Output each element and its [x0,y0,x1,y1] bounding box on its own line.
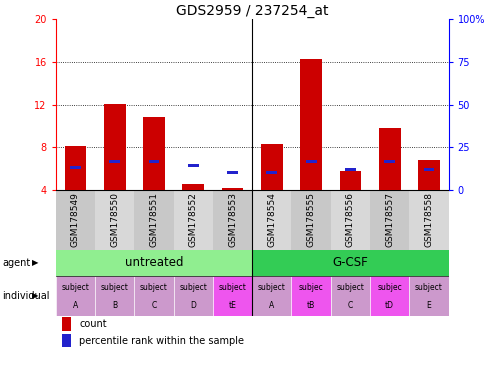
Bar [61,318,71,331]
Bar [291,190,330,250]
Text: GSM178557: GSM178557 [384,192,393,247]
Text: tB: tB [306,301,315,310]
Text: E: E [426,301,430,310]
Bar [408,276,448,316]
Text: GSM178556: GSM178556 [345,192,354,247]
Text: A: A [269,301,274,310]
Bar [95,276,134,316]
Bar [56,250,252,276]
Text: subject: subject [179,283,207,291]
Bar [305,161,316,163]
Bar [221,188,243,190]
Bar [61,334,71,347]
Bar [173,190,212,250]
Bar [212,190,252,250]
Bar [56,190,95,250]
Bar [423,168,434,171]
Text: tD: tD [384,301,393,310]
Text: subject: subject [218,283,246,291]
Text: subjec: subjec [377,283,401,291]
Bar [143,118,165,190]
Text: GSM178553: GSM178553 [227,192,237,247]
Text: agent: agent [2,258,30,268]
Text: GSM178558: GSM178558 [424,192,433,247]
Bar [104,104,125,190]
Bar [300,59,321,190]
Text: GSM178549: GSM178549 [71,192,80,247]
Bar [109,161,120,163]
Bar [369,190,408,250]
Bar [260,144,282,190]
Text: B: B [112,301,117,310]
Bar [383,161,394,163]
Text: C: C [347,301,352,310]
Bar [187,164,198,167]
Text: C: C [151,301,156,310]
Bar [56,276,95,316]
Bar [182,184,204,190]
Bar [134,276,173,316]
Text: tE: tE [228,301,236,310]
Bar [266,171,277,174]
Text: subject: subject [61,283,89,291]
Bar [291,276,330,316]
Bar [408,190,448,250]
Text: individual: individual [2,291,50,301]
Bar [344,168,355,171]
Text: subject: subject [101,283,128,291]
Bar [369,276,408,316]
Bar [252,250,448,276]
Text: subjec: subjec [298,283,323,291]
Text: A: A [73,301,78,310]
Bar [173,276,212,316]
Bar [252,276,291,316]
Text: GSM178554: GSM178554 [267,192,276,247]
Text: GSM178551: GSM178551 [149,192,158,247]
Text: GSM178555: GSM178555 [306,192,315,247]
Text: subject: subject [140,283,167,291]
Bar [148,161,159,163]
Bar [330,276,369,316]
Bar [339,171,361,190]
Bar [70,166,81,169]
Bar [378,128,400,190]
Text: GSM178552: GSM178552 [188,192,197,247]
Text: GSM178550: GSM178550 [110,192,119,247]
Bar [212,276,252,316]
Bar [64,146,86,190]
Text: untreated: untreated [124,256,183,269]
Title: GDS2959 / 237254_at: GDS2959 / 237254_at [176,4,328,18]
Bar [417,160,439,190]
Text: subject: subject [414,283,442,291]
Text: count: count [79,319,107,329]
Bar [330,190,369,250]
Bar [95,190,134,250]
Bar [134,190,173,250]
Text: subject: subject [257,283,285,291]
Text: G-CSF: G-CSF [332,256,367,269]
Text: ▶: ▶ [32,258,39,267]
Bar [252,190,291,250]
Text: subject: subject [336,283,363,291]
Bar [227,171,238,174]
Text: percentile rank within the sample: percentile rank within the sample [79,336,244,346]
Text: ▶: ▶ [32,291,39,300]
Text: D: D [190,301,196,310]
